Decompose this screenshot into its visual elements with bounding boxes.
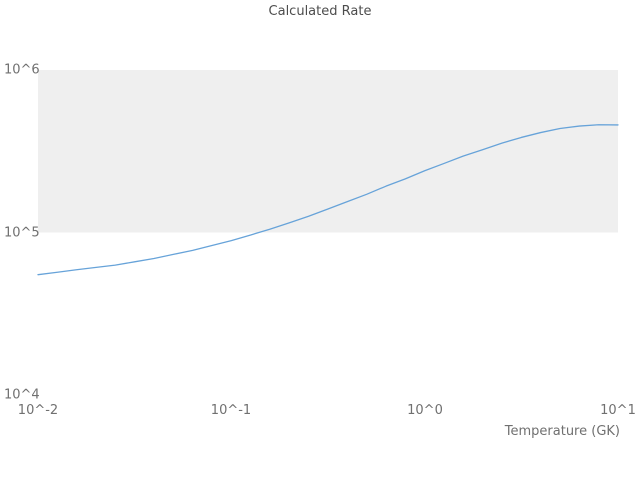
x-axis-label: Temperature (GK) <box>504 424 620 439</box>
x-tick-label-1e-1: 10^-1 <box>210 403 252 418</box>
x-tick-label-1e-2: 10^-2 <box>17 403 59 418</box>
y-tick-label-1e5: 10^5 <box>4 225 40 241</box>
y-tick-label-1e4: 10^4 <box>4 387 40 403</box>
y-tick-label-1e6: 10^6 <box>4 62 40 78</box>
rate-line <box>37 124 619 276</box>
x-tick-label-1e0: 10^0 <box>407 403 443 418</box>
x-tick-label-1e1: 10^1 <box>600 403 636 418</box>
chart-title: Calculated Rate <box>268 4 372 19</box>
shaded-band <box>38 70 618 233</box>
